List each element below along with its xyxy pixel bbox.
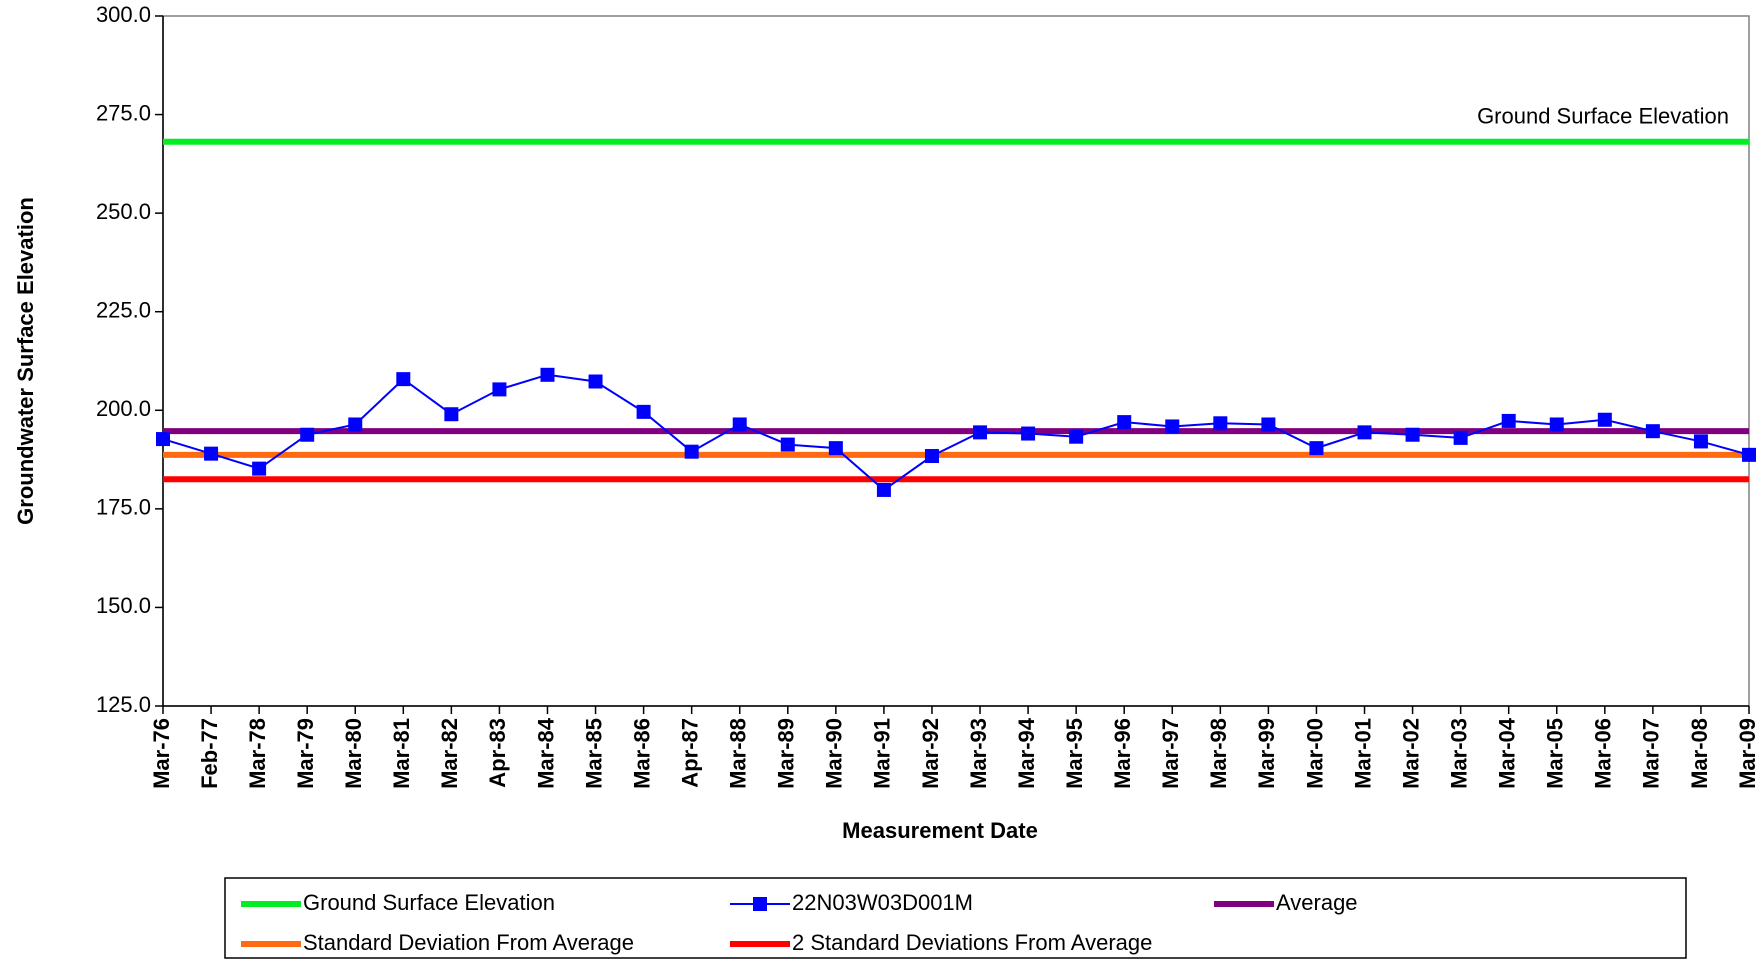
data-point <box>1501 413 1516 428</box>
x-tick-label: Mar-82 <box>437 718 462 789</box>
data-point <box>348 417 363 432</box>
x-tick-label: Mar-06 <box>1591 718 1616 789</box>
data-point <box>204 446 219 461</box>
data-point <box>876 482 891 497</box>
legend-label: Ground Surface Elevation <box>303 890 555 915</box>
x-tick-label: Mar-79 <box>293 718 318 789</box>
data-point <box>300 427 315 442</box>
data-point <box>252 461 267 476</box>
x-tick-label: Mar-97 <box>1158 718 1183 789</box>
data-point <box>1165 419 1180 434</box>
annotation: Ground Surface Elevation <box>1477 104 1729 129</box>
data-point <box>684 444 699 459</box>
x-tick-label: Mar-01 <box>1350 718 1375 789</box>
x-tick-label: Mar-09 <box>1735 718 1760 789</box>
x-tick-label: Mar-00 <box>1302 718 1327 789</box>
data-point <box>1117 415 1132 430</box>
x-tick-label: Mar-76 <box>149 718 174 789</box>
data-point <box>1742 447 1756 462</box>
x-tick-label: Mar-88 <box>726 718 751 789</box>
data-point <box>1021 426 1036 441</box>
y-tick-label: 300.0 <box>96 2 151 27</box>
x-tick-label: Mar-86 <box>629 718 654 789</box>
x-tick-label: Mar-03 <box>1446 718 1471 789</box>
legend-label: 2 Standard Deviations From Average <box>792 930 1152 955</box>
y-tick-label: 200.0 <box>96 396 151 421</box>
x-tick-label: Mar-99 <box>1254 718 1279 789</box>
x-tick-label: Mar-95 <box>1062 718 1087 789</box>
x-tick-label: Mar-90 <box>822 718 847 789</box>
x-tick-label: Mar-89 <box>774 718 799 789</box>
x-tick-label: Mar-80 <box>341 718 366 789</box>
x-tick-label: Mar-78 <box>245 718 270 789</box>
data-point <box>444 407 459 422</box>
data-point <box>540 367 555 382</box>
data-point <box>732 417 747 432</box>
x-tick-label: Mar-93 <box>966 718 991 789</box>
x-tick-label: Feb-77 <box>197 718 222 789</box>
x-tick-label: Apr-87 <box>677 718 702 788</box>
y-tick-label: 150.0 <box>96 593 151 618</box>
legend-label: Standard Deviation From Average <box>303 930 634 955</box>
data-point <box>588 374 603 389</box>
x-tick-label: Mar-96 <box>1110 718 1135 789</box>
x-tick-label: Mar-07 <box>1639 718 1664 789</box>
x-tick-label: Apr-83 <box>485 718 510 788</box>
x-tick-label: Mar-04 <box>1495 717 1520 789</box>
x-tick-label: Mar-92 <box>918 718 943 789</box>
y-tick-label: 250.0 <box>96 199 151 224</box>
x-tick-label: Mar-02 <box>1398 718 1423 789</box>
data-point <box>1645 424 1660 439</box>
data-point <box>973 425 988 440</box>
data-point <box>1309 441 1324 456</box>
data-point <box>1357 425 1372 440</box>
legend-label: 22N03W03D001M <box>792 890 973 915</box>
x-tick-label: Mar-94 <box>1014 717 1039 789</box>
legend-marker <box>753 897 767 911</box>
data-point <box>396 372 411 387</box>
data-point <box>636 404 651 419</box>
series-line <box>162 373 1750 492</box>
y-axis-title: Groundwater Surface Elevation <box>13 197 38 525</box>
data-point <box>924 449 939 464</box>
y-tick-label: 125.0 <box>96 692 151 717</box>
x-tick-label: Mar-05 <box>1543 718 1568 789</box>
y-tick-label: 275.0 <box>96 100 151 125</box>
data-point <box>1405 427 1420 442</box>
x-tick-label: Mar-91 <box>870 718 895 789</box>
data-point <box>492 382 507 397</box>
data-point <box>1453 430 1468 445</box>
data-point <box>1549 417 1564 432</box>
data-point <box>1069 429 1084 444</box>
y-tick-label: 175.0 <box>96 495 151 520</box>
legend-box <box>224 877 1687 959</box>
data-point <box>1597 412 1612 427</box>
x-tick-label: Mar-98 <box>1206 718 1231 789</box>
x-axis-title: Measurement Date <box>842 818 1038 843</box>
x-tick-label: Mar-84 <box>533 717 558 789</box>
x-tick-label: Mar-08 <box>1687 718 1712 789</box>
data-point <box>156 432 170 447</box>
x-tick-label: Mar-85 <box>581 718 606 789</box>
data-point <box>780 437 795 452</box>
data-point <box>1213 416 1228 431</box>
x-tick-label: Mar-81 <box>389 718 414 789</box>
data-point <box>1693 434 1708 449</box>
legend-label: Average <box>1276 890 1358 915</box>
data-point <box>828 441 843 456</box>
data-point <box>1261 417 1276 432</box>
y-tick-label: 225.0 <box>96 298 151 323</box>
